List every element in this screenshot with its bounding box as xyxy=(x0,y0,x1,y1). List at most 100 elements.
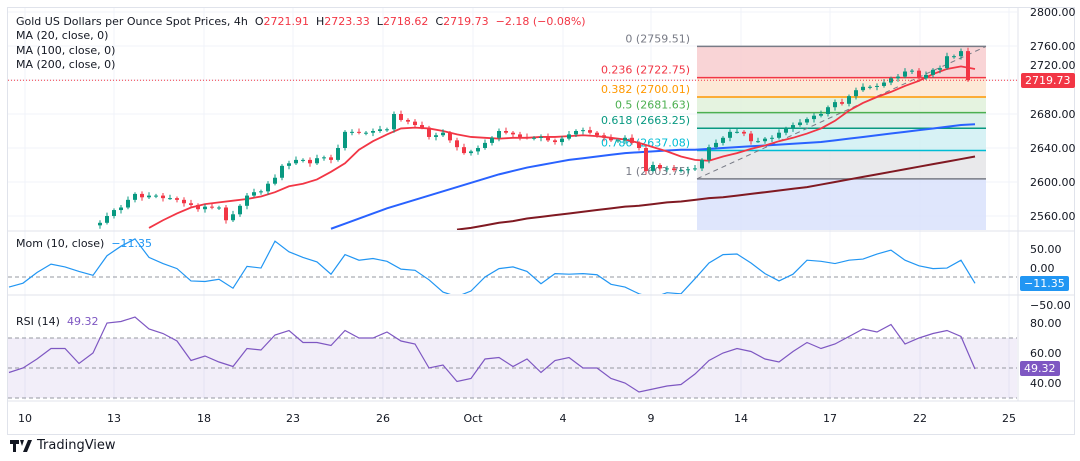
price-tag: 2719.73 xyxy=(1021,73,1075,88)
candle-body xyxy=(175,198,179,200)
rsi-legend[interactable]: RSI (14) 49.32 xyxy=(16,315,98,329)
x-tick-label: 9 xyxy=(648,412,655,425)
ma100-legend[interactable]: MA (100, close, 0) xyxy=(16,44,116,57)
candle xyxy=(126,196,130,210)
candle xyxy=(721,136,725,146)
candle xyxy=(917,68,921,82)
candle-body xyxy=(924,74,928,79)
fib-zone-1 xyxy=(697,178,986,230)
candle-body xyxy=(217,207,221,209)
candle xyxy=(770,135,774,143)
candle xyxy=(371,128,375,137)
candle xyxy=(399,110,403,122)
candle-body xyxy=(707,147,711,160)
candle xyxy=(280,164,284,181)
y-tick-label: 2680.00 xyxy=(1030,108,1076,121)
candle-body xyxy=(126,199,130,208)
candle xyxy=(602,132,606,142)
candle-body xyxy=(238,205,242,215)
candle xyxy=(616,138,620,143)
candle xyxy=(623,135,627,144)
candle-body xyxy=(875,85,879,87)
candle-body xyxy=(896,76,900,79)
candle xyxy=(924,71,928,80)
candle-body xyxy=(399,114,403,120)
candle xyxy=(798,119,802,127)
candle-body xyxy=(105,216,109,223)
ma100-line xyxy=(330,123,976,230)
ma20-legend[interactable]: MA (20, close, 0) xyxy=(16,29,109,42)
candle xyxy=(224,204,228,224)
candle xyxy=(959,48,963,60)
candle-body xyxy=(693,168,697,170)
candle-body xyxy=(154,195,158,197)
candle xyxy=(357,128,361,135)
candle xyxy=(448,131,452,143)
candle xyxy=(707,144,711,164)
candle-body xyxy=(910,70,914,72)
candle xyxy=(518,131,522,141)
candle-body xyxy=(98,222,102,226)
candle xyxy=(483,139,487,150)
candle-body xyxy=(203,206,207,210)
open-value: 2721.91 xyxy=(263,15,310,28)
candle xyxy=(203,204,207,213)
y-tick-label: 2800.00 xyxy=(1030,6,1076,19)
candle xyxy=(728,129,732,142)
rsi-title: RSI (14) xyxy=(16,315,60,328)
mom-legend[interactable]: Mom (10, close) −11.35 xyxy=(16,237,152,251)
candle xyxy=(532,136,536,141)
candle-body xyxy=(140,193,144,198)
candle xyxy=(98,220,102,229)
candle-body xyxy=(770,137,774,139)
candle xyxy=(861,83,865,92)
candle xyxy=(791,122,795,132)
candle-body xyxy=(623,137,627,141)
mom-value: −11.35 xyxy=(111,237,153,250)
candle xyxy=(266,181,270,195)
candle-body xyxy=(280,165,284,178)
candle xyxy=(567,131,571,141)
candle-body xyxy=(252,192,256,196)
candle-body xyxy=(700,159,704,169)
candle-body xyxy=(441,132,445,136)
x-tick-label: 18 xyxy=(197,412,211,425)
candle xyxy=(322,155,326,161)
candle xyxy=(805,117,809,126)
candle-body xyxy=(546,136,550,141)
candle xyxy=(196,203,200,212)
candle xyxy=(343,130,347,151)
candle xyxy=(462,143,466,155)
mom-tick-label: 50.00 xyxy=(1030,243,1062,256)
low-label: L xyxy=(376,15,383,28)
candle-body xyxy=(763,138,767,142)
candle-body xyxy=(959,51,963,57)
candle xyxy=(637,141,641,151)
candle xyxy=(609,134,613,143)
candle-body xyxy=(581,130,585,132)
candle-body xyxy=(462,147,466,154)
candle xyxy=(238,204,242,217)
tradingview-logo[interactable]: TradingView xyxy=(10,438,116,453)
candle-body xyxy=(427,127,431,137)
candle xyxy=(140,191,144,201)
candle xyxy=(546,133,550,143)
candle-body xyxy=(637,142,641,148)
candle xyxy=(413,119,417,129)
candle-body xyxy=(392,114,396,130)
high-value: 2723.33 xyxy=(324,15,370,28)
candle-body xyxy=(721,137,725,143)
candle xyxy=(777,129,781,140)
candle-body xyxy=(287,163,291,166)
mom-tick-label: −50.00 xyxy=(1030,299,1071,312)
candle xyxy=(161,193,165,202)
candle-body xyxy=(714,142,718,148)
candle xyxy=(112,208,116,219)
ma200-legend[interactable]: MA (200, close, 0) xyxy=(16,58,116,71)
candle-body xyxy=(672,168,676,171)
candle-body xyxy=(308,159,312,164)
candle xyxy=(245,193,249,210)
candle-body xyxy=(854,90,858,97)
candle xyxy=(847,94,851,107)
